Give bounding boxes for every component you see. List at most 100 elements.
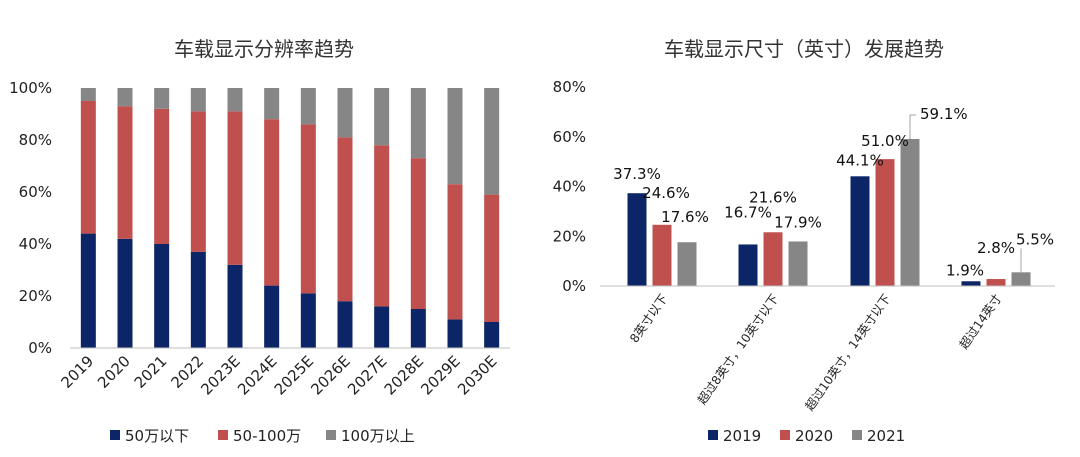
size-chart: 车载显示尺寸（英寸）发展趋势 0% 20% 40% 60% 80% 37.3%24.6%… [553,37,1055,445]
resolution-legend: 50万以下 50-100万 100万以上 [110,427,415,445]
y-tick-label: 20% [553,227,586,245]
legend-swatch [708,430,718,440]
data-label: 44.1% [836,151,884,169]
grouped-bar [652,224,672,286]
stacked-bar-segment [410,88,426,159]
grouped-bar [738,244,758,286]
leader-line [909,114,916,139]
stacked-bar-segment [447,319,463,348]
x-tick-label: 2019 [57,352,97,392]
x-tick-label: 2030E [454,352,500,398]
stacked-bar-segment [300,88,316,125]
data-label: 2.8% [977,239,1015,257]
data-label: 59.1% [920,105,968,123]
y-tick-label: 40% [553,178,586,196]
grouped-bar [850,176,870,286]
y-tick-label: 60% [19,183,52,201]
data-label: 5.5% [1016,230,1054,248]
grouped-bar [677,242,697,286]
resolution-bars [80,88,500,348]
size-legend: 2019 2020 2021 [708,427,905,445]
y-tick-label: 80% [553,78,586,96]
x-tick-label: 2026E [307,352,353,398]
resolution-chart-title: 车载显示分辨率趋势 [174,37,354,61]
stacked-bar-segment [337,301,353,348]
stacked-bar-segment [117,88,133,107]
x-tick-label: 2024E [234,352,280,398]
stacked-bar-segment [410,158,426,309]
stacked-bar-segment [80,233,96,348]
legend-swatch [780,430,790,440]
stacked-bar-segment [447,88,463,185]
grouped-bar [627,193,647,286]
resolution-chart: 车载显示分辨率趋势 0%20%40%60%80%100% 20192020202… [9,37,510,445]
stacked-bar-segment [227,264,243,348]
stacked-bar-segment [154,88,170,109]
stacked-bar-segment [190,111,206,252]
stacked-bar-segment [264,119,280,286]
data-label: 21.6% [749,188,797,206]
x-tick-label: 8英寸以下 [627,292,670,346]
stacked-bar-segment [337,88,353,138]
size-bars [627,138,1031,286]
legend-label: 2021 [867,427,905,445]
x-tick-label: 2021 [131,352,171,392]
y-tick-label: 60% [553,128,586,146]
size-y-axis: 0% 20% 40% 60% 80% [553,78,586,295]
stacked-bar-segment [484,194,500,322]
stacked-bar-segment [300,293,316,348]
y-tick-label: 100% [9,79,52,97]
stacked-bar-segment [374,306,390,348]
x-tick-label: 2025E [271,352,317,398]
data-label: 1.9% [946,261,984,279]
stacked-bar-segment [447,184,463,320]
stacked-bar-segment [117,106,133,239]
grouped-bar [875,159,895,286]
y-tick-label: 80% [19,131,52,149]
stacked-bar-segment [300,124,316,294]
y-tick-label: 40% [19,235,52,253]
x-tick-label: 2029E [417,352,463,398]
legend-label: 2020 [795,427,833,445]
stacked-bar-segment [227,88,243,112]
data-label: 16.7% [724,203,772,221]
legend-swatch [218,430,228,440]
data-label: 17.6% [661,208,709,226]
stacked-bar-segment [227,111,243,265]
data-label: 17.9% [774,213,822,231]
grouped-bar [961,281,981,286]
stacked-bar-segment [264,88,280,120]
data-label: 37.3% [613,165,661,183]
stacked-bar-segment [190,88,206,112]
stacked-bar-segment [337,137,353,302]
stacked-bar-segment [190,251,206,348]
x-tick-label: 超过14英寸 [956,291,1005,351]
grouped-bar [763,232,783,286]
stacked-bar-segment [80,88,96,101]
stacked-bar-segment [154,244,170,348]
stacked-bar-segment [410,309,426,348]
legend-label: 50万以下 [125,427,189,445]
x-tick-label: 2023E [197,352,243,398]
grouped-bar [788,241,808,286]
grouped-bar [986,279,1006,286]
stacked-bar-segment [80,101,96,234]
size-x-axis: 8英寸以下 超过8英寸，10英寸以下 超过10英寸，14英寸以下 超过14英寸 [627,291,1004,413]
legend-label: 100万以上 [341,427,415,445]
stacked-bar-segment [484,322,500,348]
x-tick-label: 2028E [381,352,427,398]
resolution-x-axis: 20192020202120222023E2024E2025E2026E2027… [57,352,500,398]
stacked-bar-segment [117,238,133,348]
stacked-bar-segment [154,108,170,244]
legend-label: 2019 [723,427,761,445]
size-chart-title: 车载显示尺寸（英寸）发展趋势 [664,37,944,61]
y-tick-label: 0% [562,277,586,295]
grouped-bar [1011,272,1031,286]
legend-swatch [326,430,336,440]
resolution-y-axis: 0% 20% 40% 60% 80% 100% [9,79,52,357]
data-label: 51.0% [861,132,909,150]
stacked-bar-segment [264,285,280,348]
legend-swatch [852,430,862,440]
data-label: 24.6% [642,184,690,202]
